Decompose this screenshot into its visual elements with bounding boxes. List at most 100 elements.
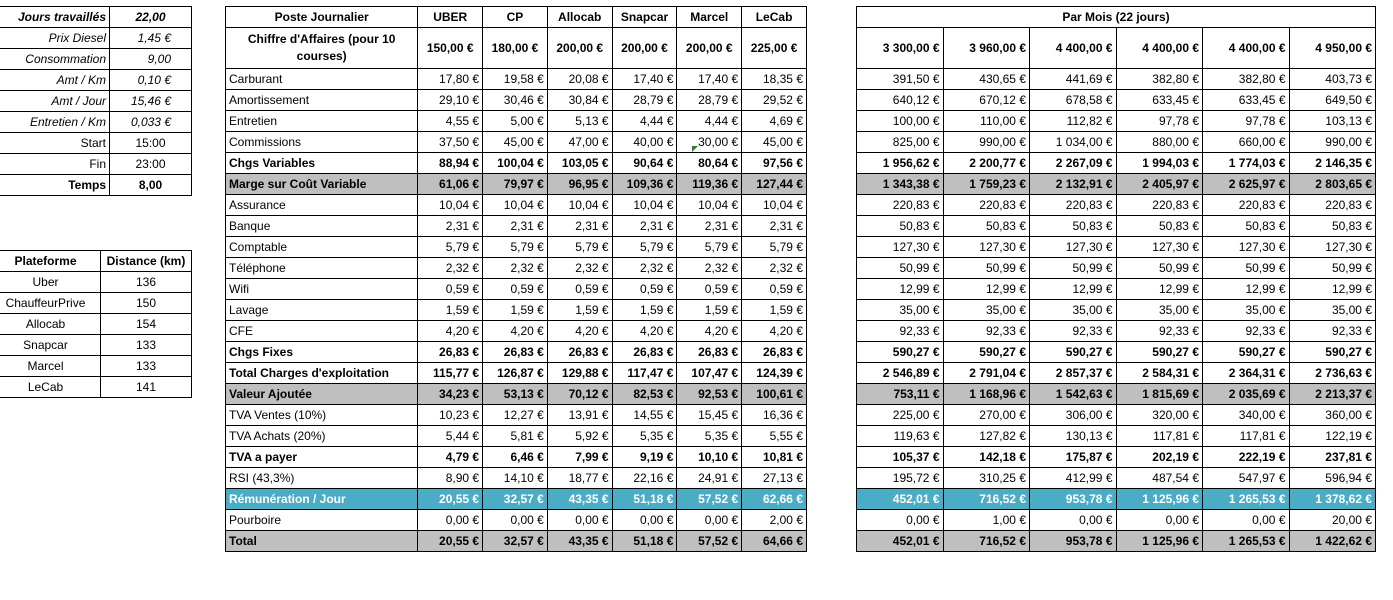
daily-label-cell[interactable]: Valeur Ajoutée bbox=[224, 383, 419, 405]
daily-value-cell[interactable]: 70,12 € bbox=[546, 383, 613, 405]
daily-value-cell[interactable]: 57,52 € bbox=[676, 530, 743, 552]
distance-cell[interactable]: Allocab bbox=[0, 313, 101, 335]
monthly-value-cell[interactable]: 880,00 € bbox=[1115, 131, 1203, 153]
monthly-value-cell[interactable]: 487,54 € bbox=[1115, 467, 1203, 489]
monthly-value-cell[interactable]: 175,87 € bbox=[1029, 446, 1117, 468]
daily-value-cell[interactable]: 0,59 € bbox=[611, 278, 678, 300]
monthly-value-cell[interactable]: 1 125,96 € bbox=[1115, 488, 1203, 510]
daily-value-cell[interactable]: 82,53 € bbox=[611, 383, 678, 405]
monthly-value-cell[interactable]: 127,30 € bbox=[942, 236, 1030, 258]
monthly-value-cell[interactable]: 50,99 € bbox=[1115, 257, 1203, 279]
daily-value-cell[interactable]: 88,94 € bbox=[417, 152, 484, 174]
monthly-value-cell[interactable]: 590,27 € bbox=[1029, 341, 1117, 363]
daily-value-cell[interactable]: 5,55 € bbox=[741, 425, 807, 447]
daily-value-cell[interactable]: 51,18 € bbox=[611, 530, 678, 552]
daily-value-cell[interactable]: 32,57 € bbox=[482, 530, 548, 552]
daily-value-cell[interactable]: 34,23 € bbox=[417, 383, 484, 405]
daily-value-cell[interactable]: 28,79 € bbox=[611, 89, 678, 111]
monthly-value-cell[interactable]: 590,27 € bbox=[1288, 341, 1376, 363]
monthly-value-cell[interactable]: 320,00 € bbox=[1115, 404, 1203, 426]
monthly-value-cell[interactable]: 825,00 € bbox=[856, 131, 944, 153]
monthly-value-cell[interactable]: 1 343,38 € bbox=[856, 173, 944, 195]
daily-value-cell[interactable]: 4,20 € bbox=[676, 320, 743, 342]
daily-label-cell[interactable]: Marge sur Coût Variable bbox=[224, 173, 419, 195]
daily-value-cell[interactable]: 129,88 € bbox=[546, 362, 613, 384]
monthly-value-cell[interactable]: 35,00 € bbox=[1202, 299, 1290, 321]
daily-value-cell[interactable]: 5,79 € bbox=[417, 236, 484, 258]
daily-label-cell[interactable]: Banque bbox=[224, 215, 419, 237]
monthly-value-cell[interactable]: 50,99 € bbox=[1288, 257, 1376, 279]
monthly-value-cell[interactable]: 441,69 € bbox=[1029, 68, 1117, 90]
daily-value-cell[interactable]: 45,00 € bbox=[741, 131, 807, 153]
daily-value-cell[interactable]: 22,16 € bbox=[611, 467, 678, 489]
daily-value-cell[interactable]: 43,35 € bbox=[546, 488, 613, 510]
monthly-value-cell[interactable]: 660,00 € bbox=[1202, 131, 1290, 153]
monthly-value-cell[interactable]: 92,33 € bbox=[1202, 320, 1290, 342]
monthly-value-cell[interactable]: 1 774,03 € bbox=[1202, 152, 1290, 174]
daily-value-cell[interactable]: 10,04 € bbox=[611, 194, 678, 216]
daily-revenue-label-cell[interactable]: Chiffre d'Affaires (pour 10 courses) bbox=[224, 27, 419, 69]
param-label-cell[interactable]: Start bbox=[0, 132, 110, 154]
daily-value-cell[interactable]: 26,83 € bbox=[482, 341, 548, 363]
daily-value-cell[interactable]: 4,20 € bbox=[611, 320, 678, 342]
param-value-cell[interactable]: 8,00 bbox=[109, 174, 192, 196]
daily-value-cell[interactable]: 16,36 € bbox=[741, 404, 807, 426]
monthly-value-cell[interactable]: 2 146,35 € bbox=[1288, 152, 1376, 174]
daily-value-cell[interactable]: 0,00 € bbox=[482, 509, 548, 531]
monthly-value-cell[interactable]: 633,45 € bbox=[1115, 89, 1203, 111]
daily-value-cell[interactable]: 109,36 € bbox=[611, 173, 678, 195]
daily-value-cell[interactable]: 29,10 € bbox=[417, 89, 484, 111]
daily-value-cell[interactable]: 5,79 € bbox=[741, 236, 807, 258]
daily-value-cell[interactable]: 2,31 € bbox=[546, 215, 613, 237]
monthly-value-cell[interactable]: 92,33 € bbox=[856, 320, 944, 342]
daily-value-cell[interactable]: 29,52 € bbox=[741, 89, 807, 111]
daily-value-cell[interactable]: 4,20 € bbox=[482, 320, 548, 342]
daily-value-cell[interactable]: 5,92 € bbox=[546, 425, 613, 447]
daily-value-cell[interactable]: 19,58 € bbox=[482, 68, 548, 90]
daily-value-cell[interactable]: 2,00 € bbox=[741, 509, 807, 531]
daily-value-cell[interactable]: 0,59 € bbox=[741, 278, 807, 300]
monthly-value-cell[interactable]: 2 803,65 € bbox=[1288, 173, 1376, 195]
monthly-value-cell[interactable]: 590,27 € bbox=[1202, 341, 1290, 363]
distance-cell[interactable]: Snapcar bbox=[0, 334, 101, 356]
monthly-value-cell[interactable]: 753,11 € bbox=[856, 383, 944, 405]
daily-value-cell[interactable]: 14,10 € bbox=[482, 467, 548, 489]
daily-header-cell[interactable]: Marcel bbox=[676, 6, 743, 28]
monthly-value-cell[interactable]: 127,30 € bbox=[1202, 236, 1290, 258]
monthly-value-cell[interactable]: 1 759,23 € bbox=[942, 173, 1030, 195]
daily-value-cell[interactable]: 18,35 € bbox=[741, 68, 807, 90]
daily-value-cell[interactable]: 15,45 € bbox=[676, 404, 743, 426]
monthly-value-cell[interactable]: 12,99 € bbox=[1202, 278, 1290, 300]
daily-value-cell[interactable]: 0,59 € bbox=[482, 278, 548, 300]
monthly-value-cell[interactable]: 2 132,91 € bbox=[1029, 173, 1117, 195]
daily-label-cell[interactable]: Rémunération / Jour bbox=[224, 488, 419, 510]
monthly-value-cell[interactable]: 382,80 € bbox=[1202, 68, 1290, 90]
daily-value-cell[interactable]: 10,04 € bbox=[676, 194, 743, 216]
monthly-value-cell[interactable]: 195,72 € bbox=[856, 467, 944, 489]
monthly-value-cell[interactable]: 1 034,00 € bbox=[1029, 131, 1117, 153]
monthly-value-cell[interactable]: 412,99 € bbox=[1029, 467, 1117, 489]
distance-cell[interactable]: LeCab bbox=[0, 376, 101, 398]
monthly-value-cell[interactable]: 590,27 € bbox=[1115, 341, 1203, 363]
monthly-value-cell[interactable]: 2 200,77 € bbox=[942, 152, 1030, 174]
daily-value-cell[interactable]: 4,20 € bbox=[741, 320, 807, 342]
daily-value-cell[interactable]: 10,04 € bbox=[482, 194, 548, 216]
param-label-cell[interactable]: Amt / Jour bbox=[0, 90, 110, 112]
daily-label-cell[interactable]: RSI (43,3%) bbox=[224, 467, 419, 489]
daily-value-cell[interactable]: 4,20 € bbox=[417, 320, 484, 342]
monthly-value-cell[interactable]: 270,00 € bbox=[942, 404, 1030, 426]
monthly-value-cell[interactable]: 117,81 € bbox=[1202, 425, 1290, 447]
daily-value-cell[interactable]: 5,79 € bbox=[676, 236, 743, 258]
monthly-value-cell[interactable]: 50,99 € bbox=[942, 257, 1030, 279]
daily-value-cell[interactable]: 37,50 € bbox=[417, 131, 484, 153]
monthly-value-cell[interactable]: 50,83 € bbox=[1288, 215, 1376, 237]
monthly-value-cell[interactable]: 50,83 € bbox=[942, 215, 1030, 237]
daily-value-cell[interactable]: 97,56 € bbox=[741, 152, 807, 174]
daily-value-cell[interactable]: 30,00 € bbox=[676, 131, 743, 153]
monthly-value-cell[interactable]: 127,30 € bbox=[856, 236, 944, 258]
daily-label-cell[interactable]: Téléphone bbox=[224, 257, 419, 279]
monthly-revenue-cell[interactable]: 4 400,00 € bbox=[1202, 27, 1290, 69]
monthly-value-cell[interactable]: 220,83 € bbox=[1202, 194, 1290, 216]
daily-value-cell[interactable]: 1,59 € bbox=[546, 299, 613, 321]
daily-value-cell[interactable]: 124,39 € bbox=[741, 362, 807, 384]
